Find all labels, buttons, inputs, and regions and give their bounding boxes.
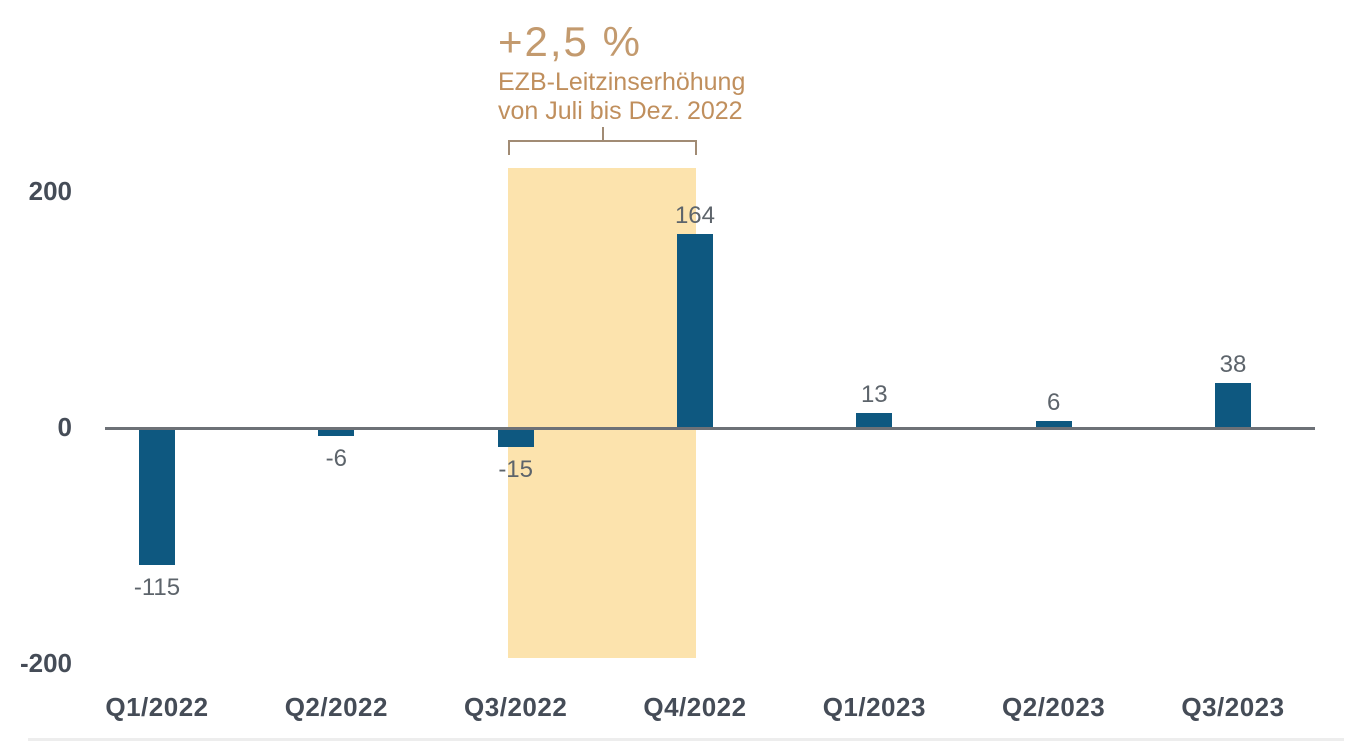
bracket-line	[695, 140, 697, 155]
value-label: -115	[133, 573, 181, 601]
value-label: 164	[674, 202, 715, 230]
value-label: -6	[325, 445, 347, 473]
bar-Q1/2022	[139, 429, 175, 565]
zero-axis-line	[105, 427, 1315, 430]
bar-Q2/2022	[318, 429, 355, 437]
highlight-region	[508, 168, 696, 658]
bracket-line	[508, 140, 510, 155]
bar-Q3/2022	[497, 429, 534, 447]
bracket-line	[601, 127, 604, 140]
category-label-Q3/2022: Q3/2022	[464, 692, 568, 722]
category-label-Q1/2023: Q1/2023	[822, 692, 926, 722]
y-tick-label-200: 200	[28, 176, 72, 206]
annotation-line1: EZB-Leitzinserhöhung	[498, 68, 746, 96]
y-tick-label-0: 0	[57, 412, 72, 442]
value-label: -15	[498, 455, 533, 483]
value-label: 13	[860, 380, 888, 408]
category-label-Q2/2023: Q2/2023	[1002, 692, 1106, 722]
category-label-Q4/2022: Q4/2022	[643, 692, 747, 722]
bar-Q2/2023	[1035, 420, 1072, 428]
annotation-line2: von Juli bis Dez. 2022	[498, 97, 743, 125]
category-label-Q1/2022: Q1/2022	[105, 692, 209, 722]
value-label: 6	[1046, 388, 1061, 416]
category-label-Q3/2023: Q3/2023	[1181, 692, 1285, 722]
bar-Q4/2022	[676, 234, 713, 428]
annotation-title: +2,5 %	[498, 18, 642, 65]
annotation: +2,5 % EZB-Leitzinserhöhung von Juli bis…	[498, 16, 745, 126]
bar-Q3/2023	[1214, 383, 1251, 428]
value-label: 38	[1219, 351, 1247, 379]
category-label-Q2/2022: Q2/2022	[284, 692, 388, 722]
bar-Q1/2023	[856, 412, 893, 428]
bottom-divider	[28, 738, 1344, 741]
bracket-line	[508, 140, 697, 142]
y-tick-label--200: -200	[19, 648, 72, 678]
